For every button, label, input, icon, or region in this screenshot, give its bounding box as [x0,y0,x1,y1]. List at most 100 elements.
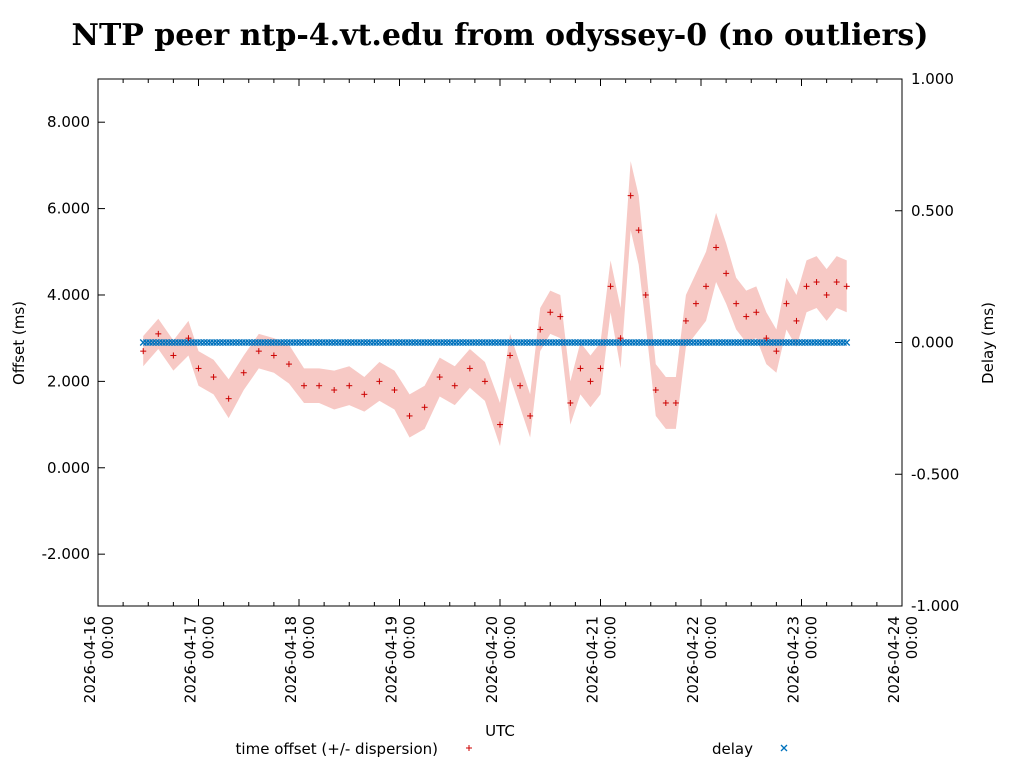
offset-point [225,395,232,402]
delay-point [203,339,211,346]
delay-point [814,339,822,346]
offset-point [682,317,689,324]
delay-point [699,339,707,346]
delay-point [465,339,473,346]
offset-point [672,399,679,406]
x-tick-time-label: 00:00 [300,616,318,659]
delay-point [222,339,230,346]
x-tick-time-label: 00:00 [501,616,519,659]
delay-point [702,339,710,346]
delay-point [309,339,317,346]
offset-point [517,382,524,389]
offset-point [753,309,760,316]
delay-point [673,339,681,346]
legend-offset-marker [466,745,472,751]
delay-point [785,339,793,346]
offset-point [793,317,800,324]
delay-point [389,339,397,346]
offset-point [713,244,720,251]
offset-series-layer [140,192,850,428]
delay-point [737,339,745,346]
delay-point [724,339,732,346]
offset-point [155,330,162,337]
y-tick-label: -2.000 [42,545,90,563]
marker-stroke [780,744,788,752]
delay-point [354,339,361,346]
dispersion-band [143,161,847,447]
x-tick-time-label: 00:00 [99,616,117,659]
marker-stroke [843,339,851,346]
delay-series-layer [139,339,851,346]
delay-point [475,339,483,346]
offset-point [255,348,262,355]
delay-point [638,339,646,346]
x-tick-date-label: 2026-04-20 [483,616,501,703]
delay-point [197,339,205,346]
chart-title: NTP peer ntp-4.vt.edu from odyssey-0 (no… [72,18,929,53]
x-tick-date-label: 2026-04-24 [885,616,903,703]
y2-tick-label: 0.500 [911,202,954,220]
delay-point [731,339,739,346]
delay-point [334,339,342,346]
delay-point [718,339,726,346]
offset-point [723,270,730,277]
delay-point [219,339,227,346]
offset-point [421,404,428,411]
delay-point [689,339,697,346]
delay-point [565,339,572,346]
y2-tick-label: -1.000 [911,597,959,615]
delay-point [341,339,349,346]
offset-point [567,399,574,406]
delay-point [449,339,457,346]
offset-point [743,313,750,320]
delay-point [398,339,406,346]
delay-point [635,339,643,346]
offset-point [733,300,740,307]
offset-point [406,412,413,419]
y2-tick-label: -0.500 [911,465,959,483]
x-tick-time-label: 00:00 [602,616,620,659]
delay-point [549,339,556,346]
delay-point [395,339,403,346]
offset-point [210,374,217,381]
delay-point [331,339,339,346]
delay-point [373,339,381,346]
delay-point [235,339,243,346]
delay-point [485,339,493,346]
delay-point [833,339,841,346]
offset-point [301,382,308,389]
offset-point [346,382,353,389]
delay-point [481,339,489,346]
delay-point [469,339,477,346]
delay-point [440,339,448,346]
delay-point [366,339,374,346]
delay-point [226,339,234,346]
x-tick-date-label: 2026-04-18 [282,616,300,703]
offset-point [843,283,850,290]
offset-point [451,382,458,389]
offset-point [507,352,514,359]
delay-point [433,339,441,346]
offset-point [316,382,323,389]
x-tick-time-label: 00:00 [803,616,821,659]
delay-point [740,339,748,346]
delay-point [453,339,461,346]
delay-point [609,339,617,346]
x-tick-time-label: 00:00 [903,616,921,659]
offset-point [662,399,669,406]
delay-point [245,339,253,346]
y-tick-label: 0.000 [47,459,90,477]
offset-point [703,283,710,290]
legend: time offset (+/- dispersion) delay [236,740,788,758]
delay-point [213,339,221,346]
y-tick-label: 8.000 [47,113,90,131]
delay-point [708,339,716,346]
offset-point [331,387,338,394]
delay-point [545,339,553,346]
delay-point [318,339,326,346]
delay-point [529,339,537,346]
x-tick-date-label: 2026-04-16 [81,616,99,703]
x-tick-date-label: 2026-04-19 [383,616,401,703]
x-tick-time-label: 00:00 [702,616,720,659]
offset-point [170,352,177,359]
